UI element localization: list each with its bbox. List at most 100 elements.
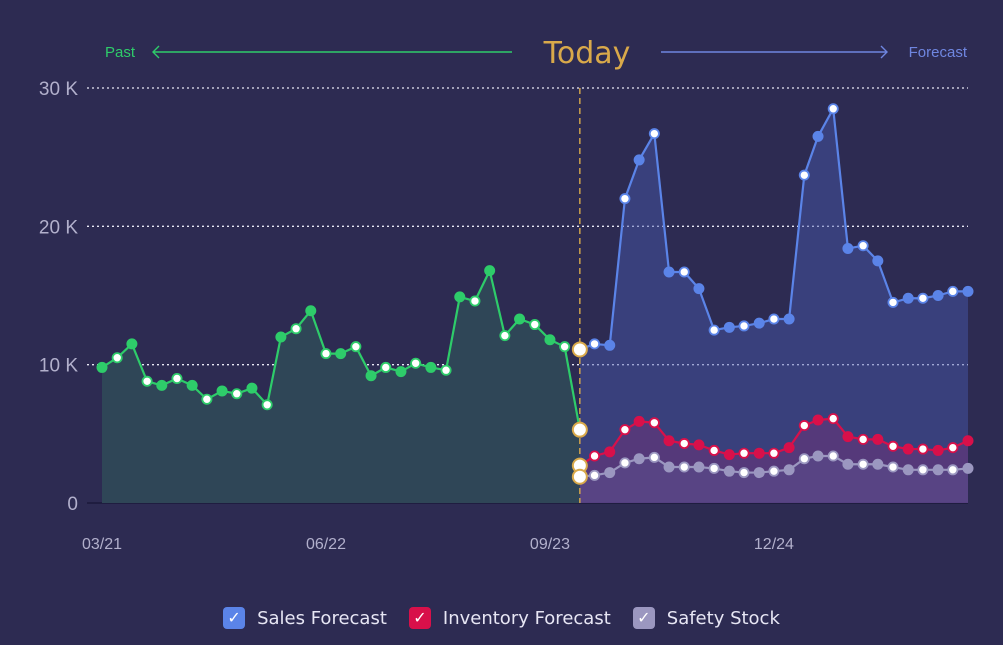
- past-point: [305, 305, 317, 317]
- inventory-forecast-point: [678, 438, 690, 450]
- safety-stock-point: [723, 465, 735, 477]
- sales-forecast-point: [887, 296, 899, 308]
- legend-item-inventory-forecast[interactable]: ✓ Inventory Forecast: [408, 607, 611, 629]
- past-point: [201, 393, 213, 405]
- safety-stock-point: [887, 461, 899, 473]
- sales-forecast-point: [917, 292, 929, 304]
- inventory-forecast-point: [962, 435, 974, 447]
- past-point: [335, 348, 347, 360]
- sales-forecast-point: [738, 320, 750, 332]
- sales-forecast-point: [753, 317, 765, 329]
- past-point: [529, 319, 541, 331]
- past-point: [231, 388, 243, 400]
- inventory-forecast-point: [798, 420, 810, 432]
- past-point: [484, 265, 496, 277]
- sales-forecast-point: [768, 313, 780, 325]
- inventory-forecast-point: [753, 447, 765, 459]
- timeline-header: Past Today Forecast: [105, 36, 968, 71]
- safety-stock-point: [619, 457, 631, 469]
- inventory-forecast-point: [917, 443, 929, 455]
- sales-forecast-point: [708, 324, 720, 336]
- sales-forecast-point: [678, 266, 690, 278]
- checkbox-checked-icon[interactable]: ✓: [632, 607, 655, 629]
- legend-item-safety-stock[interactable]: ✓ Safety Stock: [632, 607, 780, 629]
- safety-stock-point: [902, 464, 914, 476]
- past-point: [141, 375, 153, 387]
- sales-forecast-point: [857, 240, 869, 252]
- safety-stock-point: [947, 464, 959, 476]
- checkbox-checked-icon[interactable]: ✓: [408, 607, 431, 629]
- sales-forecast-point: [693, 283, 705, 295]
- sales-forecast-point: [663, 266, 675, 278]
- sales-forecast-point: [648, 128, 660, 140]
- inventory-forecast-point: [604, 446, 616, 458]
- past-point: [126, 338, 138, 350]
- chart-legend: ✓ Sales Forecast ✓ Inventory Forecast ✓ …: [0, 607, 1003, 629]
- sales-forecast-point: [723, 321, 735, 333]
- past-point: [425, 361, 437, 373]
- past-point: [96, 361, 108, 373]
- safety-stock-point: [857, 458, 869, 470]
- past-point: [365, 370, 377, 382]
- past-point: [275, 331, 287, 343]
- legend-label: Sales Forecast: [257, 607, 387, 629]
- safety-stock-point: [708, 462, 720, 474]
- safety-stock-point: [827, 450, 839, 462]
- inventory-forecast-point: [932, 444, 944, 456]
- safety-stock-point: [648, 451, 660, 463]
- past-point: [544, 334, 556, 346]
- safety-stock-point: [932, 464, 944, 476]
- past-label: Past: [105, 44, 136, 61]
- y-tick-label: 10 K: [39, 356, 78, 377]
- x-axis: 03/21 06/22 09/23 12/24: [82, 536, 794, 553]
- inventory-forecast-point: [902, 443, 914, 455]
- inventory-forecast-point: [947, 442, 959, 454]
- past-point: [380, 361, 392, 373]
- sales-forecast-point: [783, 313, 795, 325]
- x-tick-label: 12/24: [754, 536, 794, 553]
- sales-forecast-point: [962, 285, 974, 297]
- inventory-forecast-point: [887, 440, 899, 452]
- safety-stock-point: [798, 453, 810, 465]
- y-tick-label: 30 K: [39, 79, 78, 100]
- safety-stock-point: [753, 467, 765, 479]
- inventory-forecast-point: [768, 447, 780, 459]
- sales-forecast-point: [619, 193, 631, 205]
- past-area: [102, 270, 580, 503]
- past-point: [395, 366, 407, 378]
- inventory-forecast-point: [663, 435, 675, 447]
- past-point: [499, 330, 511, 342]
- inventory-forecast-point: [708, 444, 720, 456]
- past-point: [410, 357, 422, 369]
- past-point: [186, 379, 198, 391]
- x-tick-label: 03/21: [82, 536, 122, 553]
- sales-forecast-area: [579, 108, 968, 503]
- sales-forecast-point: [604, 339, 616, 351]
- x-tick-label: 06/22: [306, 536, 346, 553]
- safety-stock-point: [783, 464, 795, 476]
- past-point: [261, 399, 273, 411]
- past-point: [320, 348, 332, 360]
- y-tick-label: 20 K: [39, 217, 78, 238]
- inventory-forecast-point: [693, 439, 705, 451]
- safety-stock-point: [589, 469, 601, 481]
- safety-stock-point: [962, 462, 974, 474]
- legend-item-sales-forecast[interactable]: ✓ Sales Forecast: [223, 607, 387, 629]
- safety-stock-point: [678, 461, 690, 473]
- safety-stock-point: [872, 458, 884, 470]
- today-point: [571, 341, 588, 358]
- past-point: [469, 295, 481, 307]
- sales-forecast-point: [827, 103, 839, 115]
- checkbox-checked-icon[interactable]: ✓: [223, 607, 246, 629]
- inventory-forecast-point: [827, 413, 839, 425]
- safety-stock-point: [693, 461, 705, 473]
- past-point: [559, 341, 571, 353]
- past-point: [171, 372, 183, 384]
- past-point: [111, 352, 123, 364]
- safety-stock-point: [633, 453, 645, 465]
- inventory-forecast-point: [812, 414, 824, 426]
- inventory-forecast-point: [619, 424, 631, 436]
- forecast-label: Forecast: [909, 44, 968, 61]
- past-point: [440, 364, 452, 376]
